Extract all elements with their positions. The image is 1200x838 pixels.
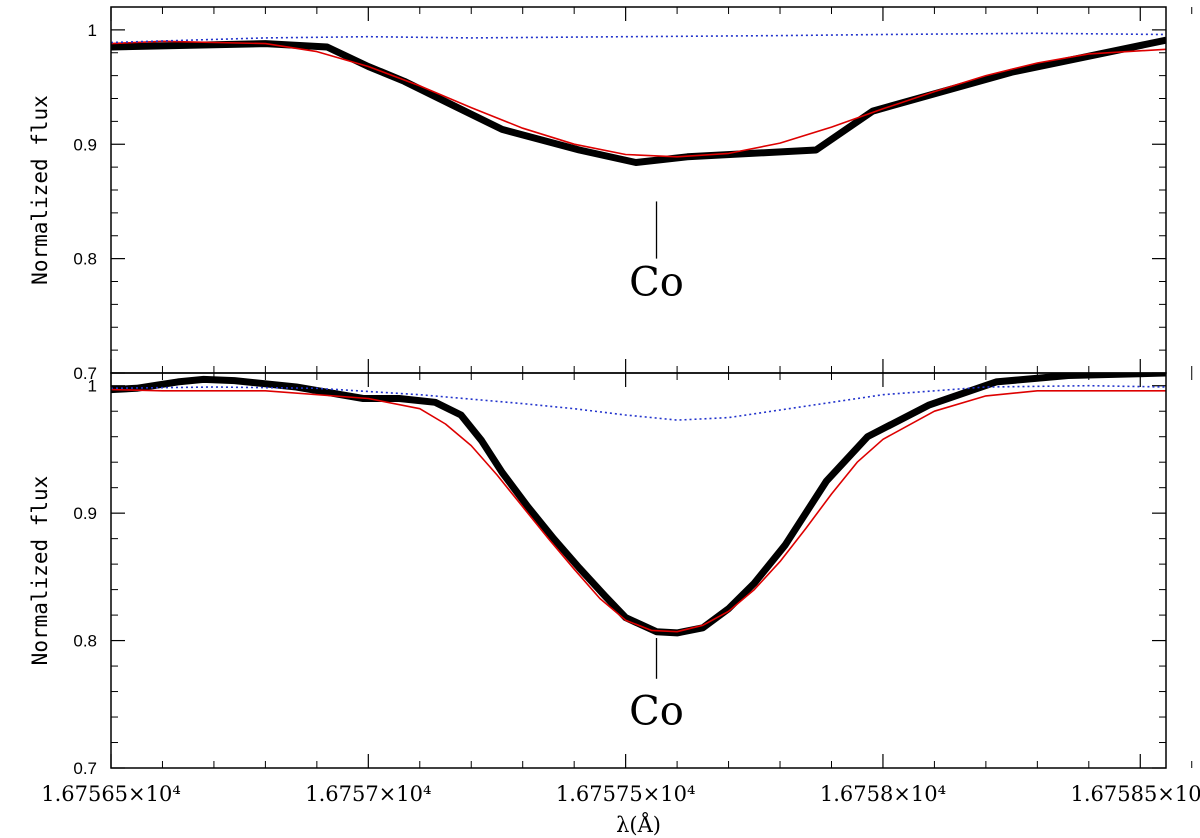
bottom-xlabel: λ(Å) <box>616 812 661 837</box>
top-ytick-label: 0.8 <box>73 250 97 269</box>
top-ytick-label: 0.9 <box>73 135 97 154</box>
top-series-synthetic <box>111 40 1166 158</box>
top-ytick-label: 0.7 <box>73 364 97 383</box>
top-ylabel: Normalized flux <box>28 95 52 285</box>
bottom-ytick-label: 0.7 <box>73 759 97 778</box>
bottom-ytick-label: 0.9 <box>73 504 97 523</box>
top-ytick-label: 1 <box>88 21 97 40</box>
bottom-xtick-label: 1.6757×10⁴ <box>305 782 431 806</box>
bottom-series-observed <box>111 373 1166 637</box>
bottom-xtick-label: 1.67565×10⁴ <box>41 782 181 806</box>
bottom-ytick-label: 0.8 <box>73 632 97 651</box>
bottom-xtick-label: 1.67575×10⁴ <box>556 782 696 806</box>
bottom-ytick-label: 1 <box>88 377 97 396</box>
bottom-series-telluric <box>111 384 1166 421</box>
bottom-panel: 0.7 0.8 0.9 1 Co Normalized flux 1.67565×10⁴ 1.… <box>28 373 1200 837</box>
bottom-xtick-label: 1.67585×10⁴ <box>1070 782 1200 806</box>
bottom-ylabel: Normalized flux <box>28 476 52 666</box>
top-annotation-label: Co <box>629 260 684 306</box>
top-panel: 0.7 0.8 0.9 1 Co Normalized flux <box>28 6 1193 383</box>
bottom-series-synthetic <box>111 388 1166 633</box>
panel-frames <box>110 6 1167 769</box>
top-series-observed <box>111 36 1166 166</box>
top-axes-frame <box>110 6 1167 374</box>
bottom-annotation-label: Co <box>629 689 684 735</box>
bottom-axes-frame <box>110 372 1167 769</box>
bottom-xtick-label: 1.6758×10⁴ <box>820 782 946 806</box>
